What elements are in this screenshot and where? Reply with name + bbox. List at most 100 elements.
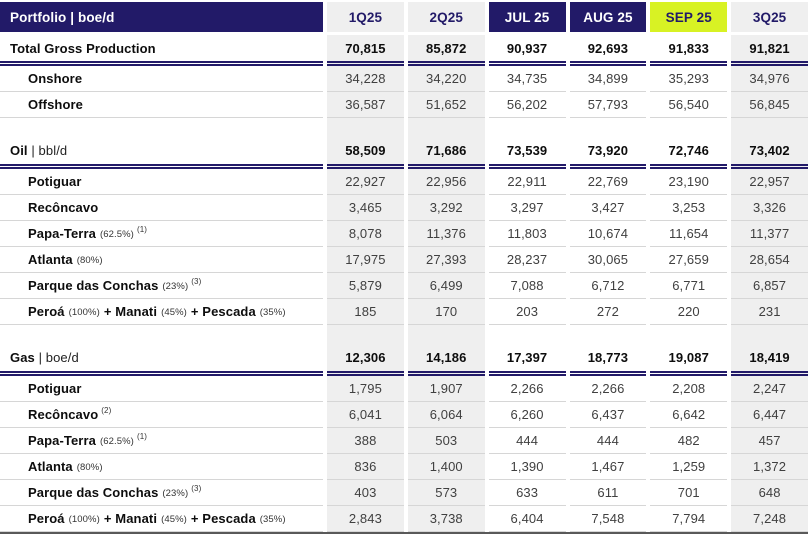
value-cell: 6,857: [731, 273, 808, 299]
row-label: Peroá (100%) + Manati (45%) + Pescada (35%): [0, 506, 323, 532]
column-header-jul-25: JUL 25: [488, 2, 566, 32]
row-label: Recôncavo (2): [0, 402, 323, 428]
label-segment: (3): [191, 277, 202, 286]
spacer-cell: [650, 325, 728, 343]
row-label: Peroá (100%) + Manati (45%) + Pescada (35%): [0, 299, 323, 325]
divider-cell: [488, 371, 566, 376]
value-cell: 90,937: [488, 35, 566, 61]
divider-cell: [0, 164, 323, 169]
value-cell: 11,654: [650, 221, 728, 247]
label-segment: | boe/d: [34, 349, 79, 365]
spacer-cell: [650, 118, 728, 136]
spacer-row: [0, 118, 808, 136]
label-segment: Peroá: [28, 304, 65, 319]
spacer-row: [0, 325, 808, 343]
label-segment: (35%): [259, 307, 286, 318]
label-segment: (80%): [76, 462, 103, 473]
label-segment: Onshore: [28, 71, 83, 86]
table-row: Total Gross Production 70,815 85,872 90,937…: [0, 35, 808, 61]
value-cell: 2,208: [650, 376, 728, 402]
value-cell: 10,674: [569, 221, 647, 247]
label-segment: + Pescada: [190, 304, 256, 319]
value-cell: 444: [488, 428, 566, 454]
value-cell: 28,654: [731, 247, 808, 273]
label-segment: (23%): [162, 488, 189, 499]
divider-cell: [569, 371, 647, 376]
row-label: Offshore: [0, 92, 323, 118]
value-cell: 56,845: [731, 92, 808, 118]
column-header-2q25: 2Q25: [407, 2, 485, 32]
value-cell: 14,186: [407, 343, 485, 371]
value-cell: 7,088: [488, 273, 566, 299]
row-label: Total Gross Production: [0, 35, 323, 61]
label-segment: (1): [136, 432, 148, 441]
value-cell: 3,297: [488, 195, 566, 221]
value-cell: 3,292: [407, 195, 485, 221]
value-cell: 27,393: [407, 247, 485, 273]
value-cell: 220: [650, 299, 728, 325]
divider-cell: [0, 61, 323, 66]
value-cell: 92,693: [569, 35, 647, 61]
value-cell: 72,746: [650, 136, 728, 164]
spacer-cell: [407, 325, 485, 343]
table-row: Parque das Conchas (23%) (3) 403 573 633 611 70…: [0, 480, 808, 506]
value-cell: 23,190: [650, 169, 728, 195]
divider-cell: [650, 61, 728, 66]
value-cell: 91,821: [731, 35, 808, 61]
value-cell: 34,228: [327, 66, 404, 92]
value-cell: 7,548: [569, 506, 647, 532]
divider-cell: [569, 61, 647, 66]
spacer-cell: [731, 325, 808, 343]
value-cell: 34,899: [569, 66, 647, 92]
table-row: Oil | bbl/d 58,509 71,686 73,539 73,920 72,74…: [0, 136, 808, 164]
divider-cell: [650, 164, 728, 169]
label-segment: Atlanta: [28, 252, 73, 267]
value-cell: 6,041: [327, 402, 404, 428]
table-row: Recôncavo (2) 6,041 6,064 6,260 6,437 6,642 6,4…: [0, 402, 808, 428]
label-segment: (62.5%): [99, 436, 134, 447]
value-cell: 71,686: [407, 136, 485, 164]
spacer-cell: [407, 118, 485, 136]
table-row: Atlanta (80%) 17,975 27,393 28,237 30,065 27,6…: [0, 247, 808, 273]
value-cell: 1,390: [488, 454, 566, 480]
table-title: Portfolio | boe/d: [0, 2, 323, 32]
value-cell: 2,266: [569, 376, 647, 402]
row-label: Onshore: [0, 66, 323, 92]
value-cell: 58,509: [327, 136, 404, 164]
label-segment: Oil: [10, 142, 28, 158]
row-label: Oil | bbl/d: [0, 136, 323, 164]
value-cell: 19,087: [650, 343, 728, 371]
label-segment: Atlanta: [28, 459, 73, 474]
double-rule-divider: [0, 371, 808, 376]
value-cell: 6,642: [650, 402, 728, 428]
value-cell: 22,769: [569, 169, 647, 195]
value-cell: 701: [650, 480, 728, 506]
table-row: Offshore 36,587 51,652 56,202 57,793 56,540 56…: [0, 92, 808, 118]
value-cell: 34,976: [731, 66, 808, 92]
row-label: Atlanta (80%): [0, 454, 323, 480]
divider-cell: [327, 164, 404, 169]
value-cell: 457: [731, 428, 808, 454]
value-cell: 6,712: [569, 273, 647, 299]
label-segment: + Manati: [103, 511, 158, 526]
row-label: Potiguar: [0, 169, 323, 195]
value-cell: 6,260: [488, 402, 566, 428]
value-cell: 28,237: [488, 247, 566, 273]
value-cell: 6,404: [488, 506, 566, 532]
table-row: Papa-Terra (62.5%) (1) 8,078 11,376 11,803 10,…: [0, 221, 808, 247]
value-cell: 3,253: [650, 195, 728, 221]
table-row: Gas | boe/d 12,306 14,186 17,397 18,773 19,08…: [0, 343, 808, 371]
value-cell: 1,467: [569, 454, 647, 480]
divider-cell: [488, 164, 566, 169]
value-cell: 836: [327, 454, 404, 480]
value-cell: 6,499: [407, 273, 485, 299]
label-segment: Papa-Terra: [28, 226, 96, 241]
value-cell: 73,402: [731, 136, 808, 164]
value-cell: 12,306: [327, 343, 404, 371]
label-segment: Recôncavo: [28, 200, 99, 215]
label-segment: Total Gross Production: [10, 40, 156, 56]
value-cell: 7,248: [731, 506, 808, 532]
double-rule-divider: [0, 61, 808, 66]
value-cell: 56,202: [488, 92, 566, 118]
divider-cell: [327, 371, 404, 376]
